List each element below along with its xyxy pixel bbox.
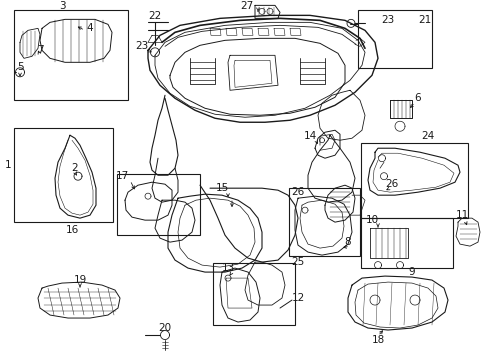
Bar bbox=[288, 188, 359, 256]
Text: 15: 15 bbox=[215, 183, 228, 193]
Text: 7: 7 bbox=[37, 45, 43, 55]
Bar bbox=[357, 10, 431, 68]
Text: 6: 6 bbox=[414, 93, 421, 103]
Bar bbox=[360, 218, 452, 268]
Text: 23: 23 bbox=[381, 15, 394, 25]
Text: 24: 24 bbox=[421, 131, 434, 141]
Text: 9: 9 bbox=[408, 267, 414, 277]
Text: 26: 26 bbox=[385, 179, 398, 189]
Text: 20: 20 bbox=[158, 323, 171, 333]
Bar bbox=[14, 128, 113, 222]
Text: 8: 8 bbox=[344, 237, 350, 247]
Text: 22: 22 bbox=[148, 12, 162, 21]
Text: 3: 3 bbox=[59, 1, 65, 12]
Text: 12: 12 bbox=[291, 293, 304, 303]
Text: 10: 10 bbox=[365, 215, 378, 225]
Text: 21: 21 bbox=[418, 15, 431, 25]
Text: 17: 17 bbox=[115, 171, 128, 181]
Bar bbox=[213, 263, 294, 325]
Text: 19: 19 bbox=[73, 275, 86, 285]
Text: 26: 26 bbox=[291, 187, 304, 197]
Bar bbox=[14, 10, 128, 100]
Text: 18: 18 bbox=[370, 335, 384, 345]
Text: 4: 4 bbox=[86, 23, 93, 33]
Text: 16: 16 bbox=[65, 225, 79, 235]
Text: 25: 25 bbox=[291, 257, 304, 267]
Bar bbox=[360, 143, 467, 218]
Text: 2: 2 bbox=[72, 163, 78, 173]
Text: 5: 5 bbox=[17, 62, 23, 72]
Text: 13: 13 bbox=[221, 263, 234, 273]
Bar bbox=[117, 174, 200, 235]
Text: 23: 23 bbox=[135, 41, 148, 51]
Text: 27: 27 bbox=[240, 1, 253, 12]
Text: 14: 14 bbox=[303, 131, 316, 141]
Text: 1: 1 bbox=[5, 160, 11, 170]
Text: 11: 11 bbox=[454, 210, 468, 220]
